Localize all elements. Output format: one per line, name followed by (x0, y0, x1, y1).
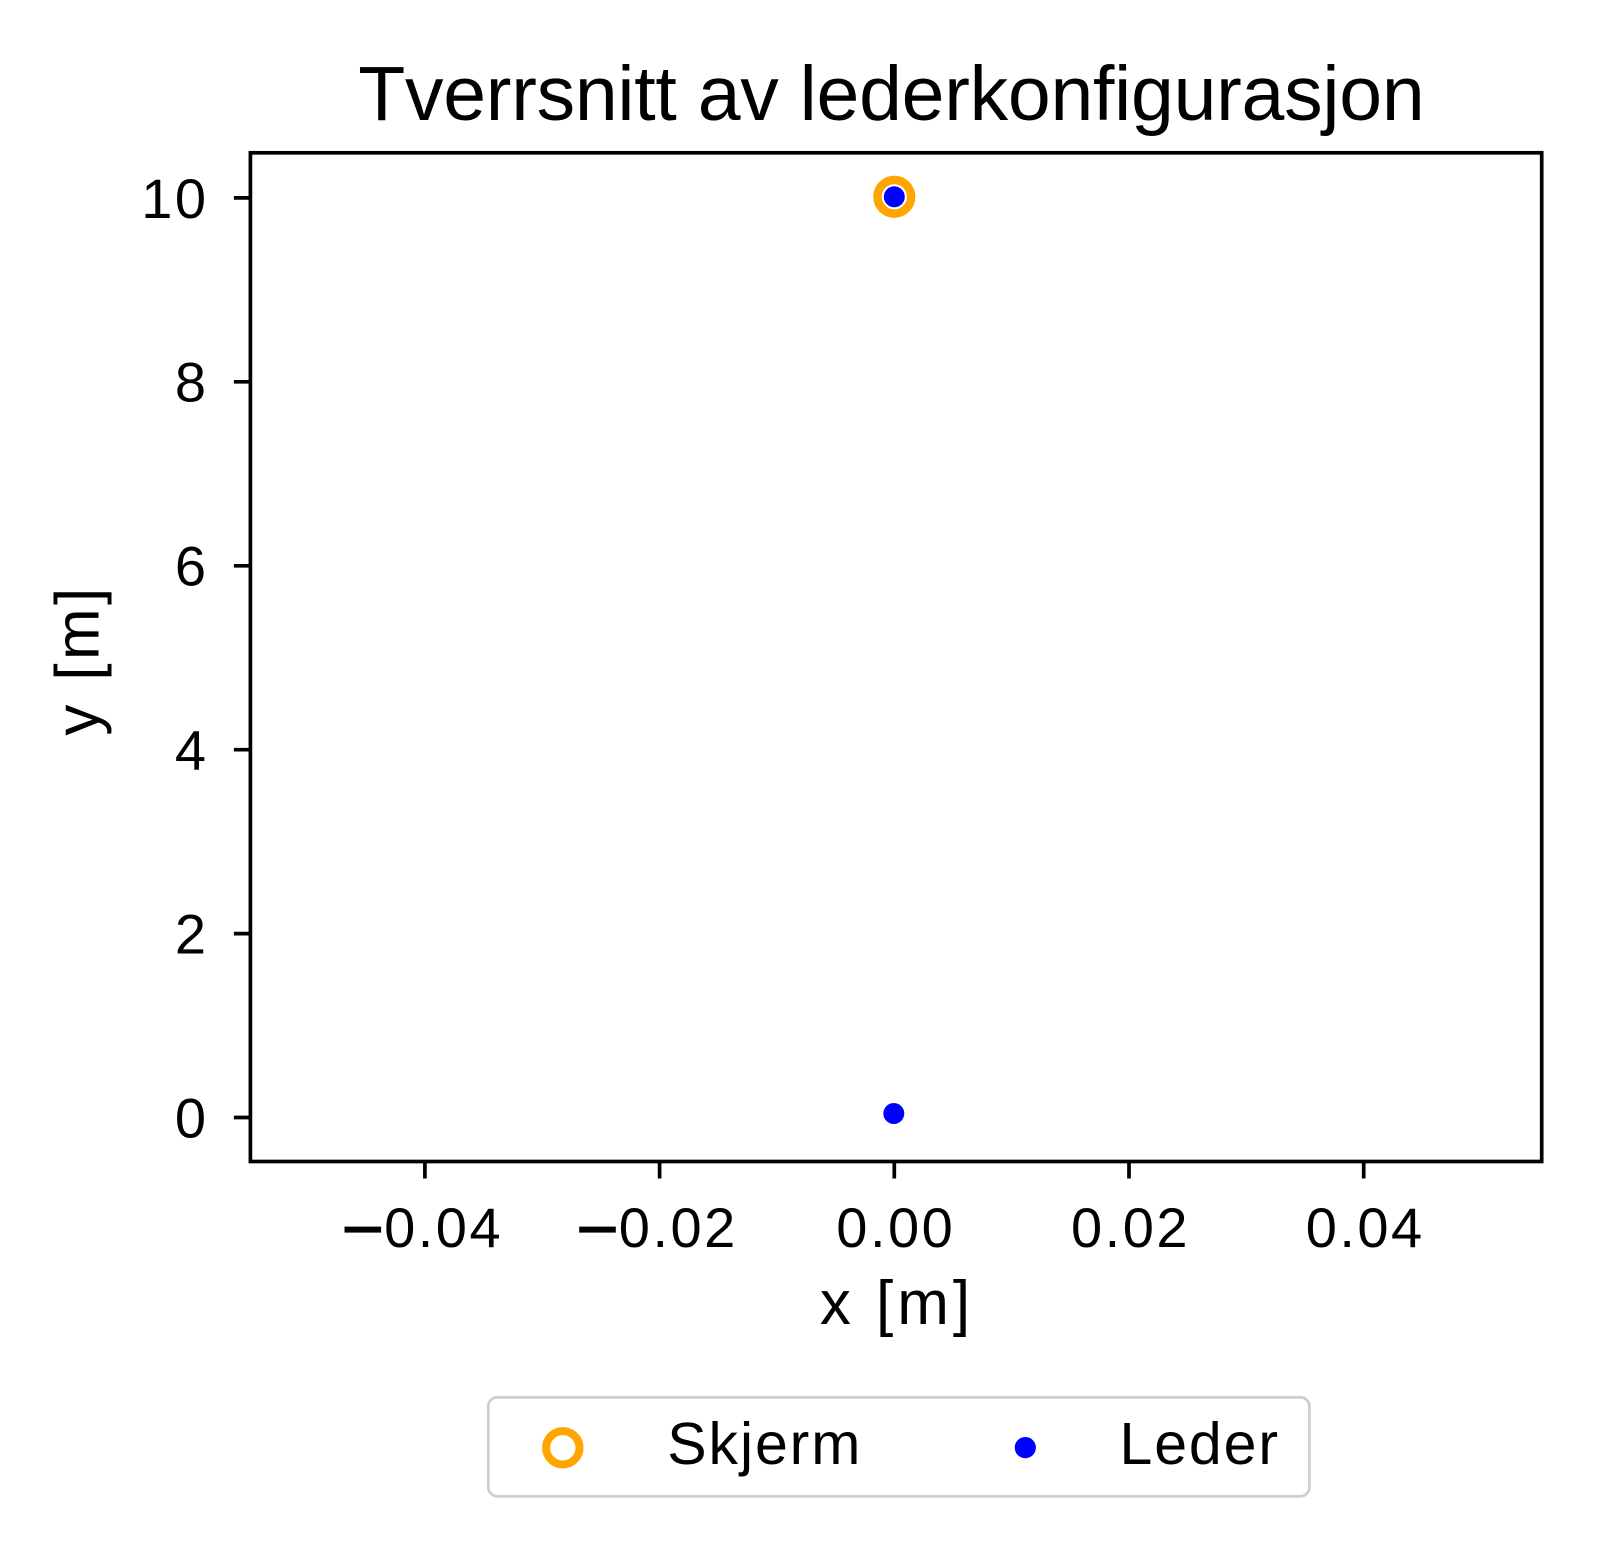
svg-text:0.04: 0.04 (384, 1196, 503, 1259)
svg-text:0.00: 0.00 (836, 1196, 955, 1259)
svg-text:0.04: 0.04 (1306, 1196, 1425, 1259)
svg-text:2: 2 (175, 903, 209, 966)
svg-text:4: 4 (175, 719, 209, 782)
svg-text:Leder: Leder (1120, 1411, 1280, 1477)
svg-text:0: 0 (175, 1086, 209, 1149)
svg-text:y [m]: y [m] (44, 584, 113, 735)
svg-text:6: 6 (175, 535, 209, 598)
svg-text:0.02: 0.02 (619, 1196, 738, 1259)
svg-text:8: 8 (175, 351, 209, 414)
svg-text:x [m]: x [m] (820, 1269, 974, 1338)
svg-text:0.02: 0.02 (1071, 1196, 1190, 1259)
svg-text:Skjerm: Skjerm (667, 1411, 862, 1477)
svg-text:Tverrsnitt av lederkonfigurasj: Tverrsnitt av lederkonfigurasjon (358, 51, 1424, 137)
svg-text:10: 10 (141, 167, 208, 230)
